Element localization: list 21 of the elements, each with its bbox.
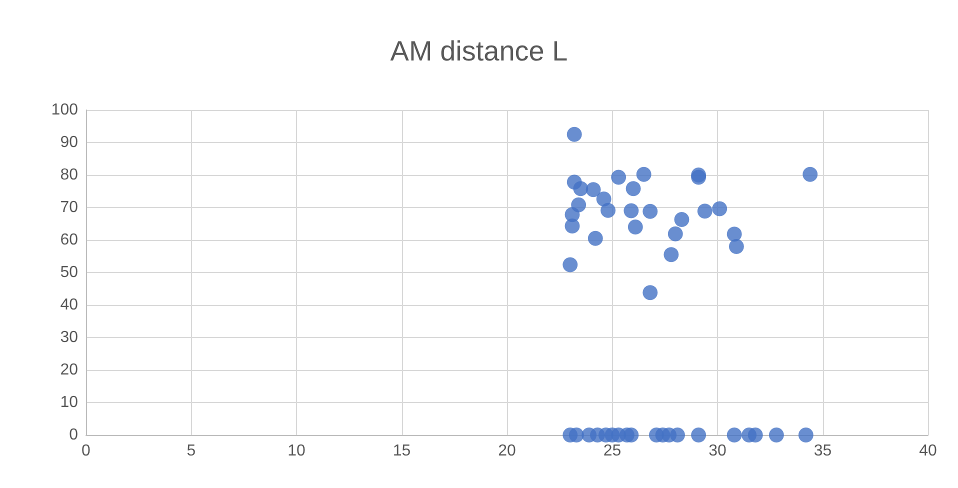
x-tick-label: 10: [288, 442, 306, 460]
x-tick-label: 40: [919, 442, 937, 460]
y-tick-label: 20: [60, 362, 78, 378]
y-tick-label: 90: [60, 134, 78, 151]
y-tick-label: 70: [60, 199, 78, 216]
x-tick-label: 30: [708, 442, 726, 460]
y-tick-label: 40: [60, 296, 78, 314]
x-tick-label: 15: [392, 442, 411, 460]
chart-title: AM distance L: [390, 36, 568, 66]
x-tick-label: 0: [82, 442, 91, 460]
y-tick-label: 30: [60, 329, 78, 346]
x-tick-label: 5: [186, 442, 196, 460]
y-tick-label: 0: [69, 426, 78, 444]
x-tick-label: 25: [603, 442, 622, 460]
x-tick-label: 35: [814, 442, 832, 460]
x-tick-label: 20: [498, 442, 516, 460]
y-tick-label: 60: [60, 232, 78, 248]
y-tick-label: 50: [60, 264, 78, 281]
y-tick-label: 10: [60, 394, 78, 411]
y-tick-label: 80: [60, 166, 78, 184]
y-tick-label: 100: [51, 102, 78, 118]
